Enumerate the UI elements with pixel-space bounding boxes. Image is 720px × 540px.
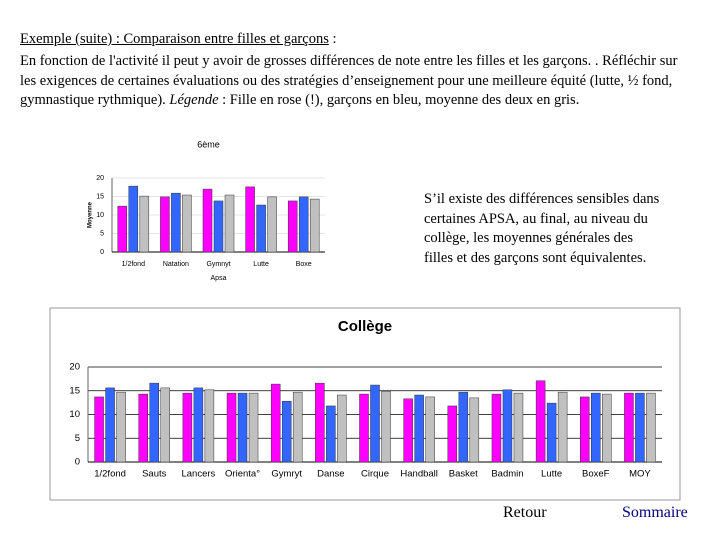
chart-title: 6ème	[197, 139, 220, 149]
bar	[370, 384, 380, 463]
bar	[292, 391, 303, 463]
intro: En fonction de l'activité il peut y avoi…	[20, 52, 680, 111]
bar	[624, 392, 634, 463]
legend-text: : Fille en rose (!), garçons en bleu, mo…	[218, 92, 580, 108]
bar	[502, 389, 513, 463]
bar	[337, 394, 347, 463]
bar	[287, 200, 298, 253]
bar	[182, 392, 193, 463]
bar	[237, 392, 248, 463]
x-axis-label: Apsa	[211, 275, 227, 282]
bar	[298, 196, 309, 253]
x-tick-label: Basket	[449, 469, 478, 480]
bar	[248, 392, 259, 463]
y-tick-label: 5	[75, 433, 80, 444]
bar	[326, 405, 336, 463]
bar	[646, 392, 656, 463]
bar	[635, 392, 645, 463]
y-tick-label: 0	[100, 249, 104, 256]
bar	[94, 396, 104, 463]
y-tick-label: 5	[100, 230, 104, 237]
bar	[591, 392, 601, 463]
bar	[458, 391, 469, 463]
x-tick-label: MOY	[629, 469, 651, 480]
bar	[359, 393, 369, 463]
bar	[447, 405, 458, 463]
bar	[138, 393, 148, 463]
heading: Exemple (suite) : Comparaison entre fill…	[20, 30, 710, 50]
x-tick-label: Boxe	[296, 261, 312, 268]
bar	[193, 387, 204, 463]
bar	[381, 390, 391, 463]
bar	[202, 188, 213, 253]
bar	[213, 200, 224, 253]
bar	[139, 195, 150, 253]
summary-link[interactable]: Sommaire	[622, 504, 688, 521]
bar	[116, 391, 126, 463]
x-tick-label: Lutte	[541, 469, 562, 480]
y-tick-label: 0	[75, 457, 80, 468]
bar	[224, 194, 235, 253]
x-tick-label: 1/2fond	[94, 469, 126, 480]
x-tick-label: Danse	[317, 469, 344, 480]
bar	[226, 392, 237, 463]
x-tick-label: 1/2fond	[122, 261, 145, 268]
bar	[117, 205, 128, 253]
chart-title: Collège	[338, 318, 392, 335]
bar	[204, 389, 215, 463]
bar	[580, 396, 590, 463]
bar	[513, 392, 524, 463]
bar	[491, 393, 502, 463]
bar	[128, 185, 139, 253]
bar	[160, 387, 170, 463]
bar	[160, 196, 170, 253]
bar	[535, 380, 546, 463]
bar	[245, 186, 255, 253]
x-tick-label: Sauts	[142, 469, 167, 480]
intro-text: En fonction de l'activité il peut y avoi…	[20, 53, 678, 108]
bar	[315, 382, 325, 463]
x-tick-label: Badmin	[491, 469, 523, 480]
bar	[149, 382, 159, 463]
y-tick-label: 15	[69, 385, 80, 396]
legend-label: Légende	[169, 92, 219, 108]
bar	[557, 391, 568, 463]
x-tick-label: Cirque	[361, 469, 389, 480]
y-tick-label: 20	[96, 175, 104, 182]
bar	[256, 204, 266, 253]
y-tick-label: 10	[96, 212, 104, 219]
heading-suffix: :	[328, 31, 337, 47]
y-tick-label: 10	[69, 409, 80, 420]
y-axis-label: Moyenne	[88, 201, 94, 228]
x-tick-label: Orienta°	[225, 469, 260, 480]
bar	[267, 196, 277, 253]
y-tick-label: 20	[69, 362, 80, 373]
x-tick-label: BoxeF	[582, 469, 610, 480]
bar	[281, 400, 292, 463]
bar	[602, 393, 612, 463]
bar	[309, 198, 320, 253]
x-tick-label: Gymryt	[271, 469, 302, 480]
bar	[425, 396, 435, 463]
x-tick-label: Gymnyt	[206, 261, 230, 268]
x-tick-label: Lancers	[181, 469, 215, 480]
x-tick-label: Handball	[400, 469, 438, 480]
bar	[546, 402, 557, 463]
bar	[403, 398, 413, 463]
bar	[182, 194, 192, 253]
bar	[414, 394, 424, 463]
back-link[interactable]: Retour	[503, 504, 547, 521]
bar	[270, 383, 281, 463]
x-tick-label: Natation	[163, 261, 189, 268]
heading-title: Exemple (suite) : Comparaison entre fill…	[20, 31, 329, 47]
note: S’il existe des différences sensibles da…	[424, 191, 660, 266]
bar	[105, 387, 115, 463]
bar	[171, 192, 181, 253]
bar	[469, 397, 480, 463]
x-tick-label: Lutte	[253, 261, 269, 268]
y-tick-label: 15	[96, 193, 104, 200]
